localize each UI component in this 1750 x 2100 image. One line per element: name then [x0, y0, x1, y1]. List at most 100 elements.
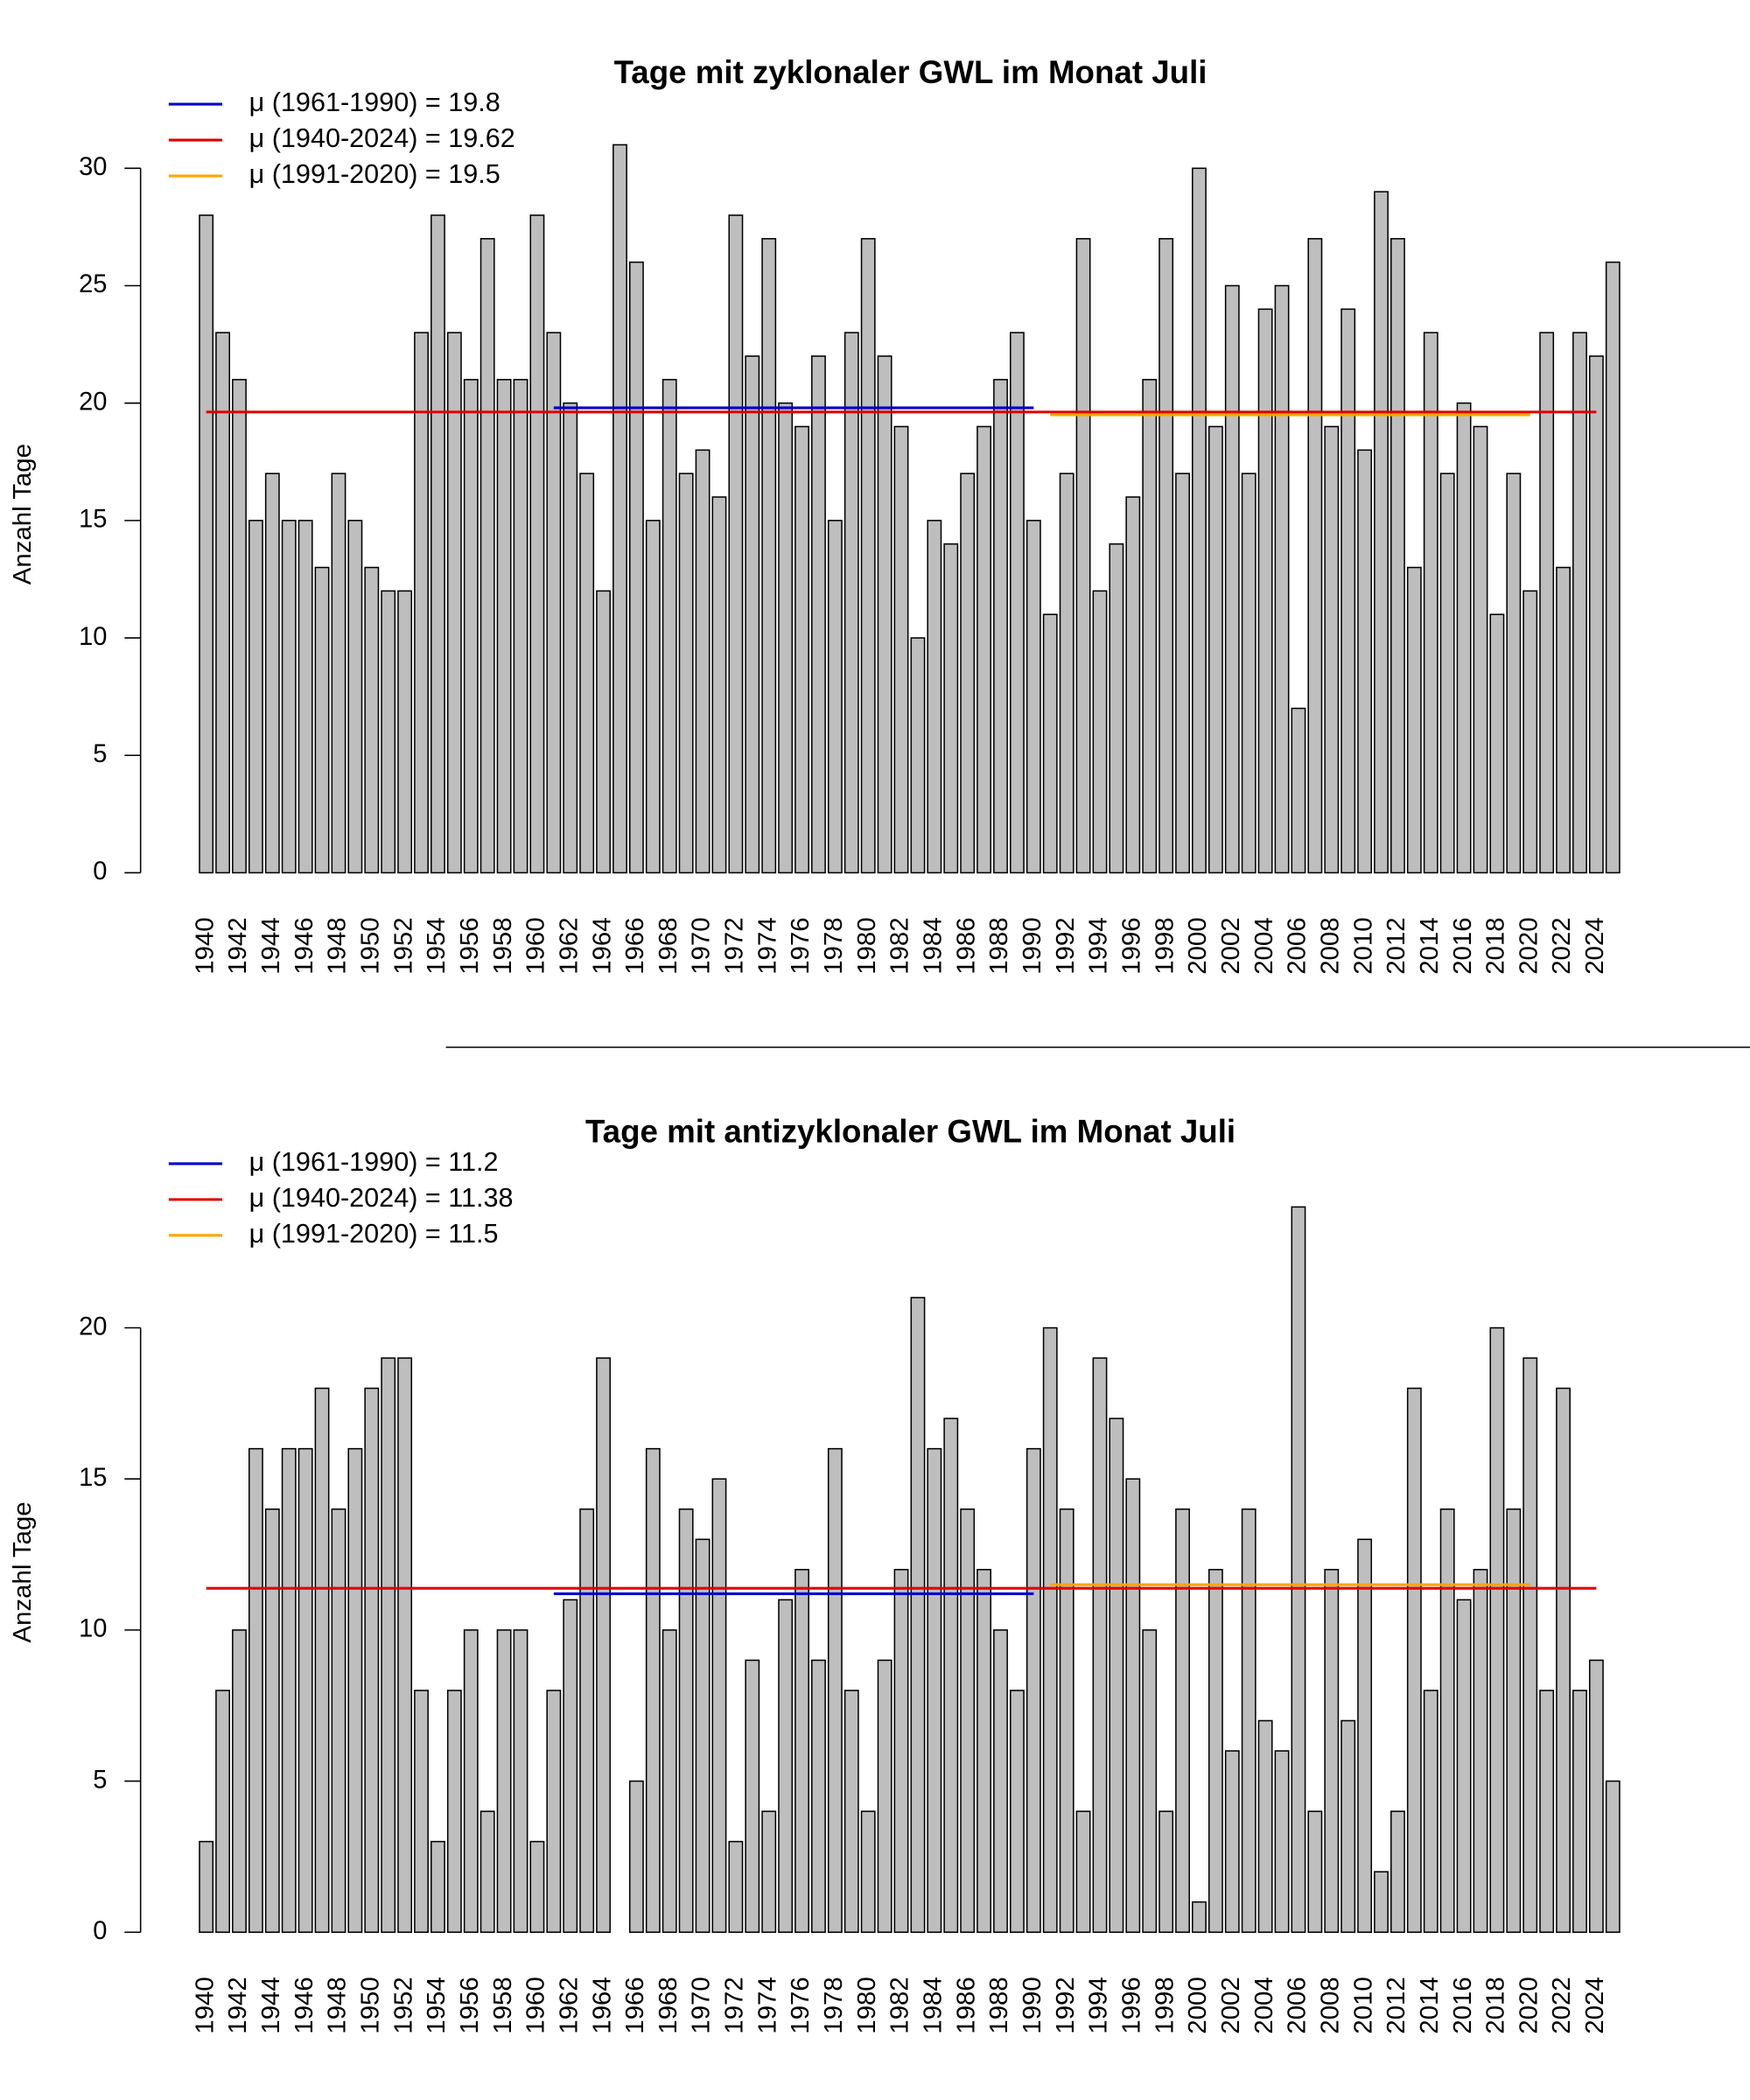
y-tick-label: 10 — [79, 1615, 107, 1643]
x-tick-label: 2002 — [1217, 1977, 1245, 2034]
bar — [827, 520, 843, 874]
bar — [1324, 425, 1340, 874]
bar — [281, 1447, 297, 1934]
legend-label: μ (1940-2024) = 11.38 — [249, 1182, 514, 1213]
bar — [1539, 1690, 1555, 1934]
bar — [1274, 284, 1290, 874]
x-tick-label: 1970 — [688, 1977, 716, 2034]
bar — [728, 214, 744, 874]
chart-title: Tage mit zyklonaler GWL im Monat Juli — [614, 54, 1208, 90]
bar — [563, 1599, 578, 1934]
bar — [960, 1508, 976, 1934]
x-tick-label: 1972 — [721, 917, 749, 974]
x-tick-label: 2018 — [1482, 1977, 1510, 2034]
x-tick-label: 1962 — [556, 917, 584, 974]
bar — [414, 332, 429, 874]
bar — [1175, 472, 1190, 874]
bar — [1158, 1810, 1174, 1934]
x-tick-label: 1966 — [621, 917, 649, 974]
bar — [1125, 1478, 1141, 1934]
x-tick-label: 2016 — [1449, 1977, 1477, 2034]
bar — [761, 1810, 777, 1934]
bar — [1109, 542, 1124, 874]
x-tick-label: 2012 — [1382, 1977, 1410, 2034]
bar — [397, 1357, 413, 1934]
bar — [745, 355, 760, 874]
bar — [678, 472, 694, 874]
bar — [960, 472, 976, 874]
chart-title: Tage mit antizyklonaler GWL im Monat Jul… — [585, 1114, 1236, 1150]
bar — [1489, 613, 1505, 874]
y-tick-label: 25 — [79, 270, 107, 298]
bar — [893, 1569, 909, 1934]
bar — [480, 238, 495, 874]
y-tick-label: 5 — [93, 740, 107, 768]
bar — [314, 566, 330, 874]
x-tick-label: 2004 — [1250, 917, 1278, 974]
bar — [364, 566, 380, 874]
bar — [446, 332, 462, 874]
x-tick-label: 1946 — [290, 917, 318, 974]
bar — [711, 1478, 727, 1934]
x-tick-label: 2022 — [1548, 917, 1576, 974]
x-tick-label: 1992 — [1052, 1977, 1080, 2034]
bar — [778, 1599, 794, 1934]
x-tick-label: 1960 — [522, 1977, 550, 2034]
bar — [1406, 566, 1422, 874]
x-tick-label: 1954 — [423, 917, 451, 974]
bar — [1539, 332, 1555, 874]
x-tick-label: 2008 — [1317, 1977, 1345, 2034]
bar — [1291, 707, 1306, 874]
legend-label: μ (1991-2020) = 11.5 — [249, 1218, 499, 1249]
bar — [232, 1629, 247, 1934]
x-tick-label: 1942 — [224, 1977, 252, 2034]
x-tick-label: 2020 — [1516, 1977, 1544, 2034]
x-tick-label: 1974 — [754, 917, 782, 974]
x-tick-label: 2024 — [1581, 917, 1609, 974]
bar — [529, 214, 545, 874]
bar — [1605, 1780, 1620, 1934]
bar — [927, 520, 942, 874]
bar — [1340, 1719, 1356, 1934]
bar — [248, 520, 263, 874]
legend-label: μ (1961-1990) = 19.8 — [249, 87, 500, 117]
bar — [1588, 355, 1604, 874]
x-tick-label: 1998 — [1151, 917, 1179, 974]
x-tick-label: 2006 — [1284, 917, 1312, 974]
bar — [1572, 1690, 1587, 1934]
bar — [678, 1508, 694, 1934]
bar — [1307, 1810, 1323, 1934]
bar — [695, 449, 710, 874]
bar — [695, 1538, 710, 1934]
bar — [877, 355, 892, 874]
x-tick-label: 1992 — [1052, 917, 1080, 974]
x-tick-label: 1952 — [389, 917, 417, 974]
x-tick-label: 2010 — [1349, 1977, 1377, 2034]
bar — [496, 379, 512, 874]
x-tick-label: 2012 — [1382, 917, 1410, 974]
bar — [463, 1629, 479, 1934]
bar — [943, 542, 959, 874]
bar — [993, 1629, 1008, 1934]
x-tick-label: 1978 — [820, 917, 848, 974]
bar — [612, 144, 627, 874]
bar — [596, 1357, 611, 1934]
bar — [1010, 332, 1025, 874]
bar — [943, 1418, 959, 1934]
bar — [927, 1447, 942, 1934]
y-tick-label: 0 — [93, 1917, 107, 1945]
x-tick-label: 2008 — [1317, 917, 1345, 974]
bar — [1522, 1357, 1538, 1934]
bar — [1109, 1418, 1124, 1934]
x-tick-label: 1950 — [357, 917, 385, 974]
bar — [1307, 238, 1323, 874]
x-tick-label: 1982 — [886, 917, 914, 974]
x-tick-label: 1960 — [522, 917, 550, 974]
y-tick-label: 15 — [79, 1464, 107, 1492]
bar — [1092, 1357, 1108, 1934]
bar — [1026, 520, 1041, 874]
x-tick-label: 1964 — [588, 1977, 616, 2034]
bar — [976, 425, 992, 874]
